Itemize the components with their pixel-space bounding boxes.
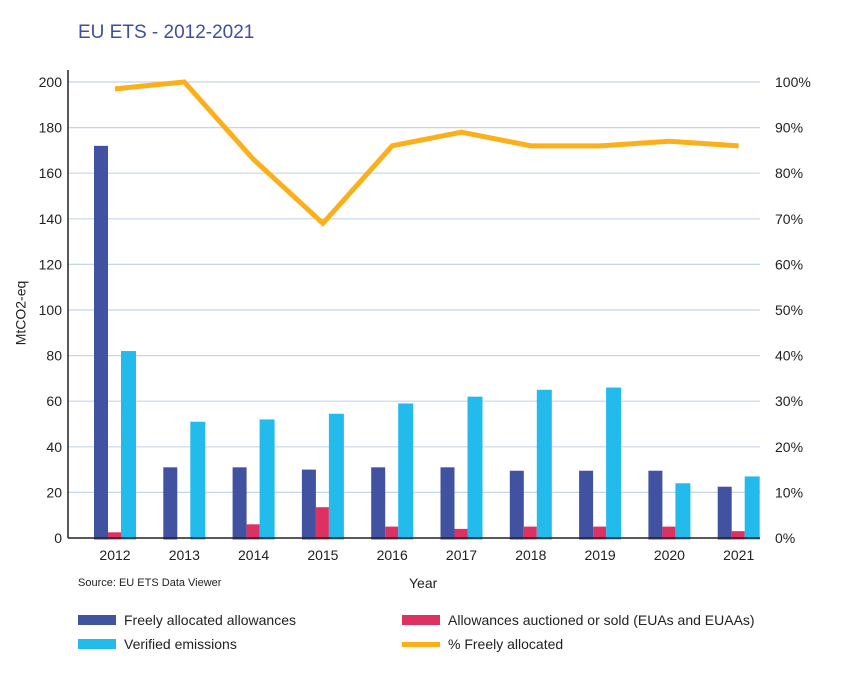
y2-tick-label: 60% bbox=[775, 256, 803, 272]
bar-1 bbox=[246, 524, 260, 540]
bar-0 bbox=[94, 145, 108, 540]
y2-tick-label: 20% bbox=[775, 439, 803, 455]
y-tick-label: 0 bbox=[54, 530, 62, 546]
x-tick-label: 2017 bbox=[446, 547, 477, 563]
y2-tick-label: 10% bbox=[775, 484, 803, 500]
bar-1 bbox=[523, 526, 537, 540]
y2-tick-label: 0% bbox=[775, 530, 795, 546]
bar-0 bbox=[163, 467, 178, 540]
y-tick-label: 20 bbox=[46, 484, 62, 500]
y2-tick-label: 40% bbox=[775, 348, 803, 364]
y2-tick-label: 70% bbox=[775, 211, 803, 227]
y-tick-label: 60 bbox=[46, 393, 62, 409]
bar-1 bbox=[731, 531, 745, 540]
y-tick-label: 180 bbox=[39, 120, 63, 136]
line-percent-free bbox=[114, 79, 739, 227]
bar-2 bbox=[675, 483, 691, 540]
bar-2 bbox=[536, 389, 552, 540]
bar-0 bbox=[717, 486, 732, 540]
legend-label: % Freely allocated bbox=[448, 636, 564, 652]
x-tick-label: 2012 bbox=[99, 547, 130, 563]
bar-2 bbox=[606, 387, 622, 540]
y-tick-label: 120 bbox=[39, 256, 63, 272]
y-tick-label: 160 bbox=[39, 165, 63, 181]
x-tick-label: 2016 bbox=[377, 547, 408, 563]
y2-tick-label: 50% bbox=[775, 302, 803, 318]
y-tick-label: 200 bbox=[39, 74, 63, 90]
x-tick-label: 2013 bbox=[169, 547, 200, 563]
y-tick-label: 140 bbox=[39, 211, 63, 227]
chart-title: EU ETS - 2012-2021 bbox=[78, 22, 255, 43]
bar-0 bbox=[579, 470, 594, 540]
legend-swatch bbox=[78, 615, 116, 625]
legend-swatch bbox=[402, 615, 440, 625]
bar-1 bbox=[454, 528, 468, 540]
y-tick-label: 40 bbox=[46, 439, 62, 455]
legend-label: Freely allocated allowances bbox=[124, 612, 296, 628]
legend-swatch bbox=[78, 639, 116, 649]
x-tick-label: 2018 bbox=[515, 547, 546, 563]
source-note: Source: EU ETS Data Viewer bbox=[78, 577, 222, 589]
bar-1 bbox=[662, 526, 676, 540]
x-tick-label: 2020 bbox=[654, 547, 685, 563]
legend-item-freely-allocated: Freely allocated allowances bbox=[78, 612, 296, 628]
y-tick-label: 100 bbox=[39, 302, 63, 318]
x-tick-label: 2021 bbox=[723, 547, 754, 563]
x-axis-label: Year bbox=[409, 575, 438, 591]
bar-2 bbox=[190, 421, 206, 540]
bar-0 bbox=[301, 469, 316, 540]
legend-item-verified-emissions: Verified emissions bbox=[78, 636, 237, 652]
bar-0 bbox=[509, 470, 524, 540]
bar-1 bbox=[315, 507, 329, 540]
legend-swatch bbox=[402, 641, 440, 647]
legend-item-auctioned: Allowances auctioned or sold (EUAs and E… bbox=[402, 612, 755, 628]
y2-tick-label: 100% bbox=[775, 74, 811, 90]
bar-0 bbox=[648, 470, 663, 540]
bar-0 bbox=[232, 467, 247, 540]
bar-2 bbox=[398, 403, 414, 540]
legend-label: Verified emissions bbox=[124, 636, 237, 652]
y2-tick-label: 90% bbox=[775, 120, 803, 136]
bar-0 bbox=[371, 467, 386, 540]
x-tick-label: 2014 bbox=[238, 547, 269, 563]
y-tick-label: 80 bbox=[46, 348, 62, 364]
bar-2 bbox=[121, 351, 136, 540]
legend-item-percent-free: % Freely allocated bbox=[402, 636, 563, 652]
x-tick-label: 2019 bbox=[585, 547, 616, 563]
bar-1 bbox=[108, 532, 121, 540]
bar-0 bbox=[440, 467, 455, 540]
y2-tick-label: 30% bbox=[775, 393, 803, 409]
bar-1 bbox=[385, 526, 399, 540]
x-tick-label: 2015 bbox=[307, 547, 338, 563]
y2-tick-label: 80% bbox=[775, 165, 803, 181]
bar-1 bbox=[593, 526, 607, 540]
bar-2 bbox=[328, 413, 344, 540]
bar-2 bbox=[467, 396, 483, 540]
bar-2 bbox=[744, 476, 760, 540]
bar-2 bbox=[259, 419, 275, 540]
legend-label: Allowances auctioned or sold (EUAs and E… bbox=[448, 612, 755, 628]
